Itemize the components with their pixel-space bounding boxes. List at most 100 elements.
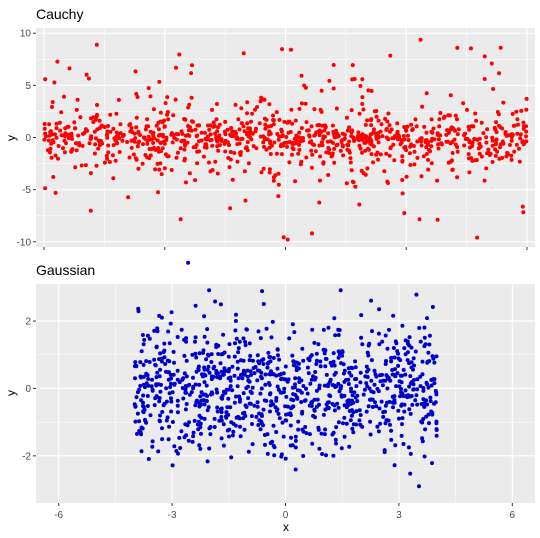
gaussian-point xyxy=(184,390,188,395)
cauchy-point xyxy=(186,128,191,133)
cauchy-point xyxy=(437,117,442,122)
cauchy-point xyxy=(415,139,420,144)
gaussian-point xyxy=(172,360,176,365)
cauchy-point xyxy=(189,128,194,133)
gaussian-point xyxy=(413,398,418,403)
cauchy-point xyxy=(365,118,370,123)
gaussian-point xyxy=(209,390,214,395)
cauchy-point xyxy=(116,97,121,102)
gaussian-point xyxy=(204,357,209,362)
cauchy-point xyxy=(176,132,181,137)
gaussian-point xyxy=(158,389,163,394)
gaussian-point xyxy=(424,398,429,403)
gaussian-point xyxy=(190,352,195,357)
gaussian-point xyxy=(316,427,321,432)
gaussian-point xyxy=(427,359,432,364)
gaussian-point xyxy=(355,399,360,404)
cauchy-point xyxy=(410,127,415,132)
gaussian-point xyxy=(141,410,146,415)
cauchy-point xyxy=(446,130,451,135)
gaussian-point xyxy=(281,371,286,376)
gaussian-point xyxy=(221,372,226,377)
gaussian-point xyxy=(279,377,283,382)
gaussian-point xyxy=(311,374,315,379)
cauchy-point xyxy=(57,120,62,125)
gaussian-point xyxy=(172,444,177,449)
gaussian-point xyxy=(247,358,252,363)
cauchy-point xyxy=(296,151,301,156)
cauchy-point xyxy=(442,114,447,119)
cauchy-point xyxy=(213,159,218,164)
gaussian-point xyxy=(337,328,342,333)
cauchy-point xyxy=(74,107,79,112)
cauchy-point xyxy=(364,134,369,139)
cauchy-point xyxy=(277,134,282,139)
cauchy-point xyxy=(159,172,164,177)
cauchy-point xyxy=(344,115,349,120)
gaussian-point xyxy=(368,432,373,437)
gaussian-point xyxy=(261,362,266,366)
gaussian-point xyxy=(205,367,210,372)
cauchy-point xyxy=(347,139,352,144)
cauchy-point xyxy=(524,124,529,129)
cauchy-point xyxy=(54,135,59,140)
cauchy-point xyxy=(60,133,64,138)
gaussian-point xyxy=(284,394,289,399)
gaussian-point xyxy=(266,350,271,355)
cauchy-point xyxy=(231,133,236,138)
cauchy-point xyxy=(515,117,520,122)
cauchy-point xyxy=(47,122,52,127)
gaussian-point xyxy=(323,427,328,432)
gaussian-point xyxy=(301,384,306,388)
cauchy-point xyxy=(378,152,383,157)
gaussian-point xyxy=(186,260,191,265)
cauchy-point xyxy=(414,124,419,129)
cauchy-point xyxy=(245,140,250,145)
cauchy-point xyxy=(473,158,478,163)
gaussian-point xyxy=(155,370,160,375)
cauchy-point xyxy=(453,142,458,147)
cauchy-point xyxy=(125,140,130,144)
gaussian-point xyxy=(358,422,363,427)
gaussian-point xyxy=(336,420,341,425)
gaussian-point xyxy=(179,429,184,434)
gaussian-point xyxy=(152,357,157,362)
gaussian-point xyxy=(166,329,171,334)
cauchy-point xyxy=(113,137,118,142)
gaussian-point xyxy=(250,385,255,390)
gaussian-point xyxy=(191,430,196,435)
gaussian-point xyxy=(397,379,402,384)
gaussian-point xyxy=(387,327,391,332)
gaussian-point xyxy=(376,429,381,434)
cauchy-point xyxy=(169,132,174,137)
gaussian-point xyxy=(268,372,273,377)
cauchy-point xyxy=(339,139,344,144)
cauchy-point xyxy=(383,116,388,121)
cauchy-point xyxy=(418,37,423,42)
cauchy-point xyxy=(259,170,264,175)
cauchy-point xyxy=(227,143,231,147)
cauchy-point xyxy=(263,122,268,127)
cauchy-point xyxy=(340,144,345,149)
cauchy-point xyxy=(52,80,57,85)
gaussian-point xyxy=(183,422,188,427)
gaussian-point xyxy=(423,427,428,432)
gaussian-point xyxy=(369,378,374,383)
cauchy-point xyxy=(132,139,137,144)
cauchy-point xyxy=(438,111,443,115)
cauchy-point xyxy=(156,146,161,151)
gaussian-point xyxy=(408,451,413,456)
gaussian-point xyxy=(238,424,242,429)
cauchy-point xyxy=(232,151,237,155)
cauchy-point xyxy=(357,111,362,116)
gaussian-point xyxy=(218,376,222,381)
gaussian-point xyxy=(202,380,207,385)
gaussian-point xyxy=(400,416,405,421)
gaussian-point xyxy=(364,381,369,386)
cauchy-point xyxy=(493,142,498,147)
gaussian-point xyxy=(323,407,328,412)
gaussian-point xyxy=(158,367,163,372)
gaussian-point xyxy=(226,412,231,417)
gaussian-point xyxy=(293,382,297,387)
cauchy-point xyxy=(331,63,336,67)
